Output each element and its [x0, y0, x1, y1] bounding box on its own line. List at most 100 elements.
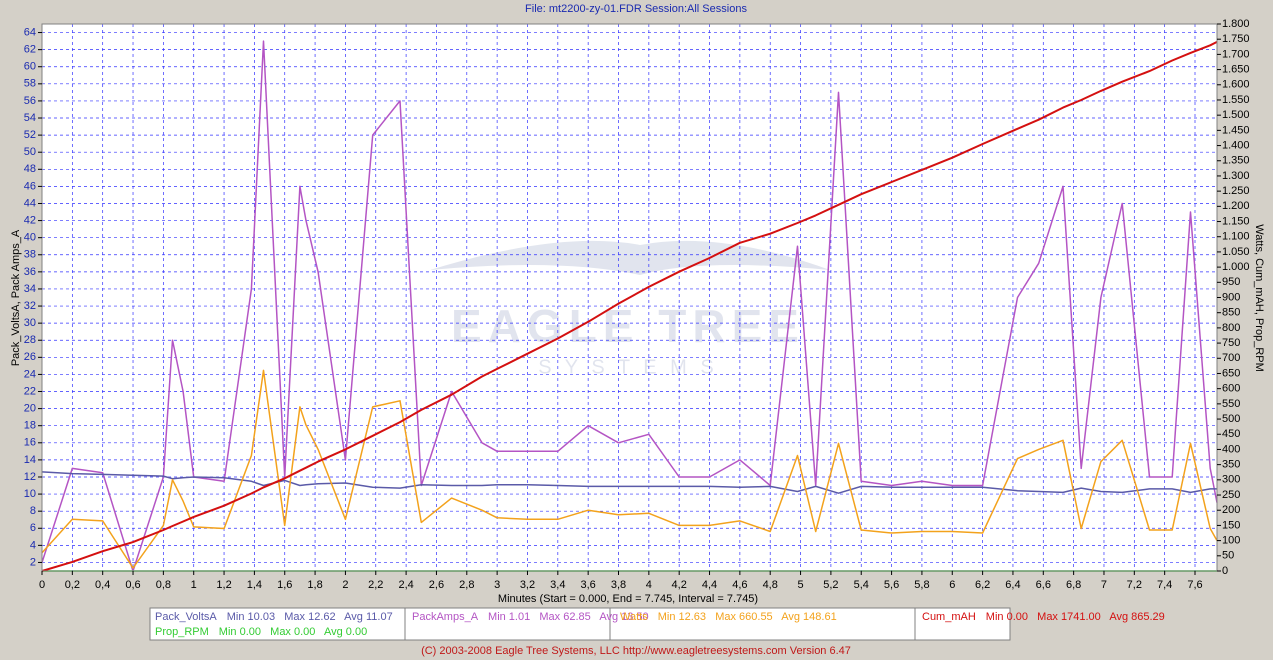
- y2-tick-label: 350: [1222, 459, 1240, 471]
- legend-name: Watts: [620, 611, 648, 623]
- legend-summary: Min 1.01 Max 62.85 Avg 13.50: [488, 611, 649, 623]
- legend-summary: Min 0.00 Max 1741.00 Avg 865.29: [986, 611, 1165, 623]
- y2-tick-label: 1.750: [1222, 33, 1250, 45]
- legend-summary: Min 10.03 Max 12.62 Avg 11.07: [227, 611, 393, 623]
- legend-name: Prop_RPM: [155, 626, 209, 638]
- y-tick-label: 20: [24, 403, 36, 415]
- y2-tick-label: 250: [1222, 489, 1240, 501]
- x-tick-label: 6,2: [975, 579, 990, 591]
- grid: [41, 24, 1217, 571]
- y2-tick-label: 1.800: [1222, 18, 1250, 30]
- x-tick-label: 2,6: [429, 579, 444, 591]
- x-tick-label: 7,6: [1187, 579, 1202, 591]
- x-tick-label: 3,4: [550, 579, 565, 591]
- y2-tick-label: 550: [1222, 398, 1240, 410]
- y2-tick-label: 650: [1222, 367, 1240, 379]
- y-tick-label: 36: [24, 266, 36, 278]
- y2-tick-label: 700: [1222, 352, 1240, 364]
- legend-summary: Min 12.63 Max 660.55 Avg 148.61: [658, 611, 837, 623]
- y2-tick-label: 1.200: [1222, 200, 1250, 212]
- watermark-text: EAGLE TREE: [451, 300, 805, 352]
- y2-tick-label: 1.300: [1222, 170, 1250, 182]
- x-tick-label: 0,8: [156, 579, 171, 591]
- legend-name: PackAmps_A: [412, 611, 479, 623]
- chart-title: File: mt2200-zy-01.FDR Session:All Sessi…: [525, 3, 747, 15]
- series-line: [41, 40, 1218, 572]
- x-tick-label: 0,4: [95, 579, 110, 591]
- x-tick-label: 2: [342, 579, 348, 591]
- y2-tick-label: 750: [1222, 337, 1240, 349]
- y-tick-label: 8: [30, 505, 36, 517]
- y-tick-label: 56: [24, 95, 36, 107]
- y-tick-label: 64: [24, 26, 36, 38]
- x-tick-label: 4,4: [702, 579, 717, 591]
- x-tick-label: 4: [646, 579, 652, 591]
- y2-tick-label: 50: [1222, 550, 1234, 562]
- y-axis-label: Pack_VoltsA, Pack Amps_A: [10, 229, 22, 366]
- y2-tick-label: 1.250: [1222, 185, 1250, 197]
- x-tick-label: 0: [39, 579, 45, 591]
- y-tick-label: 2: [30, 556, 36, 568]
- watermark: EAGLE TREE S Y S T E M S: [430, 240, 830, 378]
- y-tick-label: 32: [24, 300, 36, 312]
- y-tick-label: 42: [24, 214, 36, 226]
- footer: (C) 2003-2008 Eagle Tree Systems, LLC ht…: [421, 645, 851, 657]
- x-tick-label: 7,2: [1127, 579, 1142, 591]
- x-tick-label: 1,8: [307, 579, 322, 591]
- y2-tick-label: 1.000: [1222, 261, 1250, 273]
- x-tick-label: 1,6: [277, 579, 292, 591]
- y2-tick-label: 450: [1222, 428, 1240, 440]
- y2-tick-label: 1.100: [1222, 231, 1250, 243]
- y-tick-label: 16: [24, 437, 36, 449]
- series-line: [41, 369, 1218, 569]
- legend-name: Pack_VoltsA: [155, 611, 217, 623]
- x-tick-label: 1: [191, 579, 197, 591]
- y-tick-label: 54: [24, 112, 36, 124]
- y-tick-label: 28: [24, 334, 36, 346]
- x-tick-label: 2,8: [459, 579, 474, 591]
- legend-box: [149, 607, 1011, 641]
- y-tick-label: 18: [24, 420, 36, 432]
- x-tick-label: 5,6: [884, 579, 899, 591]
- y2-tick-label: 1.550: [1222, 94, 1250, 106]
- y2-tick-label: 1.600: [1222, 79, 1250, 91]
- y2-tick-label: 800: [1222, 322, 1240, 334]
- y-tick-label: 12: [24, 471, 36, 483]
- x-tick-label: 5,8: [914, 579, 929, 591]
- y-tick-label: 50: [24, 146, 36, 158]
- y2-tick-label: 1.400: [1222, 139, 1250, 151]
- x-tick-label: 3,6: [581, 579, 596, 591]
- series-line: [41, 471, 1217, 494]
- y2-tick-label: 200: [1222, 504, 1240, 516]
- y-tick-label: 48: [24, 163, 36, 175]
- x-tick-label: 4,2: [672, 579, 687, 591]
- y2-tick-label: 1.700: [1222, 48, 1250, 60]
- y-tick-label: 58: [24, 78, 36, 90]
- y-tick-label: 62: [24, 44, 36, 56]
- y-tick-label: 52: [24, 129, 36, 141]
- y2-tick-label: 950: [1222, 276, 1240, 288]
- y-tick-label: 38: [24, 249, 36, 261]
- y2-tick-label: 300: [1222, 474, 1240, 486]
- y-tick-label: 6: [30, 522, 36, 534]
- y2-tick-label: 600: [1222, 383, 1240, 395]
- y2-tick-label: 1.500: [1222, 109, 1250, 121]
- y-tick-label: 24: [24, 368, 36, 380]
- x-tick-label: 5: [797, 579, 803, 591]
- legend-summary: Min 0.00 Max 0.00 Avg 0.00: [219, 626, 367, 638]
- x-axis-label: Minutes (Start = 0.000, End = 7.745, Int…: [498, 593, 758, 605]
- x-tick-label: 7: [1101, 579, 1107, 591]
- y2-tick-label: 500: [1222, 413, 1240, 425]
- x-tick-label: 1,2: [216, 579, 231, 591]
- y-tick-label: 10: [24, 488, 36, 500]
- y-tick-label: 60: [24, 61, 36, 73]
- y2-tick-label: 1.650: [1222, 63, 1250, 75]
- x-tick-label: 0,2: [65, 579, 80, 591]
- watermark-text: S Y S T E M S: [538, 356, 717, 378]
- x-tick-label: 0,6: [125, 579, 140, 591]
- y2-tick-label: 0: [1222, 565, 1228, 577]
- y-tick-label: 44: [24, 197, 36, 209]
- watermark-wings: [430, 240, 830, 275]
